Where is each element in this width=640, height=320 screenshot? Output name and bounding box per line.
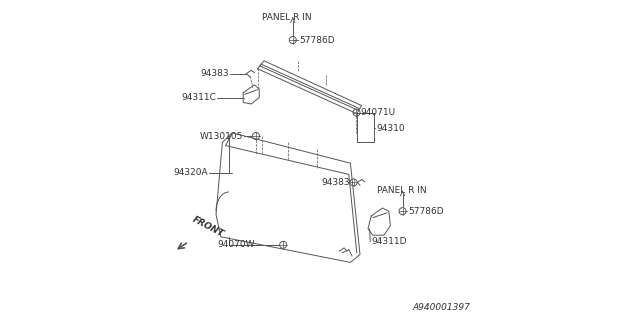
- Text: 94310: 94310: [376, 124, 404, 132]
- Text: 94320A: 94320A: [173, 168, 208, 177]
- Text: 94071U: 94071U: [360, 108, 395, 117]
- Text: FRONT: FRONT: [191, 214, 225, 238]
- Text: PANEL R IN: PANEL R IN: [262, 13, 311, 22]
- Text: 57786D: 57786D: [300, 36, 335, 44]
- Text: 94311C: 94311C: [181, 93, 216, 102]
- Text: 94070W: 94070W: [217, 240, 254, 249]
- Text: W130105: W130105: [200, 132, 243, 140]
- Text: PANEL R IN: PANEL R IN: [377, 186, 426, 195]
- Text: 94383: 94383: [200, 69, 229, 78]
- Text: A940001397: A940001397: [413, 303, 470, 312]
- Text: 57786D: 57786D: [408, 207, 444, 216]
- Text: 94383: 94383: [322, 178, 351, 187]
- Text: 94311D: 94311D: [371, 237, 406, 246]
